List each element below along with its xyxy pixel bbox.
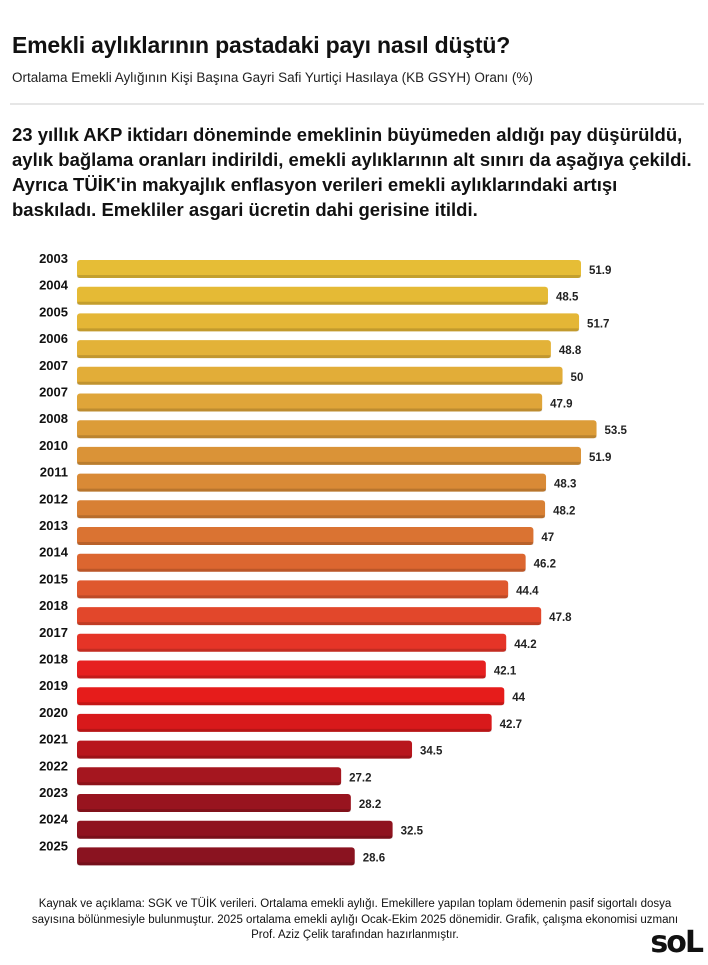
- bar-shadow: [77, 675, 486, 679]
- bar: [77, 286, 548, 305]
- bar: [77, 393, 543, 412]
- bar-shadow: [77, 595, 509, 599]
- bar-shadow: [77, 568, 526, 572]
- bar-shadow: [77, 301, 548, 305]
- source-notes: Kaynak ve açıklama: SGK ve TÜİK verileri…: [31, 898, 679, 941]
- category-label: 2014: [39, 545, 69, 560]
- bar-shadow: [77, 782, 342, 786]
- bar-shadow: [77, 328, 580, 332]
- category-label: 2021: [39, 732, 68, 747]
- category-label: 2018: [39, 598, 68, 613]
- bar-shadow: [77, 809, 351, 812]
- category-label: 2025: [39, 838, 68, 853]
- bar-shadow: [77, 461, 581, 465]
- value-label: 50: [571, 372, 584, 384]
- bar: [77, 527, 534, 545]
- bar-shadow: [77, 622, 542, 626]
- bar: [77, 313, 580, 332]
- bar-shadow: [77, 542, 534, 545]
- value-label: 48.5: [556, 292, 579, 304]
- category-label: 2007: [39, 385, 68, 400]
- value-label: 44.2: [514, 639, 536, 651]
- bar: [77, 553, 526, 572]
- bar-chart: 2003 51.9 2004 48.5 2005 51.7 2006 48.8 2007 50 20…: [39, 251, 628, 866]
- bar: [77, 820, 393, 839]
- value-label: 28.6: [363, 852, 385, 864]
- bar: [77, 260, 581, 278]
- value-label: 47.8: [549, 612, 572, 624]
- bar: [77, 446, 581, 465]
- bar: [77, 473, 547, 492]
- category-label: 2011: [40, 465, 68, 480]
- category-label: 2010: [39, 438, 68, 453]
- value-label: 48.2: [553, 505, 575, 517]
- bar: [77, 713, 492, 732]
- value-label: 51.9: [589, 265, 611, 277]
- category-label: 2024: [39, 812, 69, 827]
- value-label: 47: [541, 532, 554, 544]
- bar-shadow: [77, 275, 581, 278]
- value-label: 28.2: [359, 799, 381, 811]
- bar-shadow: [77, 728, 492, 732]
- bar-shadow: [77, 355, 551, 359]
- bar-shadow: [77, 702, 505, 706]
- bar-shadow: [77, 648, 507, 652]
- category-label: 2013: [39, 518, 68, 533]
- bar-shadow: [77, 755, 413, 759]
- chart-subtitle: Ortalama Emekli Aylığının Kişi Başına Ga…: [12, 70, 533, 85]
- bar: [77, 500, 546, 519]
- category-label: 2023: [39, 785, 68, 800]
- bar: [77, 340, 551, 359]
- value-label: 32.5: [401, 826, 424, 838]
- bar-shadow: [77, 862, 355, 866]
- bar-shadow: [77, 515, 546, 519]
- category-label: 2015: [39, 571, 68, 586]
- value-label: 46.2: [534, 559, 556, 571]
- bar: [77, 607, 542, 626]
- bar-shadow: [77, 835, 393, 839]
- value-label: 34.5: [420, 746, 443, 758]
- value-label: 51.9: [589, 452, 611, 464]
- category-label: 2006: [39, 331, 68, 346]
- category-label: 2020: [39, 705, 68, 720]
- bar: [77, 366, 563, 385]
- chart-title: Emekli aylıklarının pastadaki payı nasıl…: [12, 32, 511, 58]
- category-label: 2004: [39, 278, 69, 293]
- bar: [77, 847, 355, 866]
- bar: [77, 794, 351, 812]
- bar-shadow: [77, 488, 547, 492]
- category-label: 2012: [39, 491, 68, 506]
- bar-shadow: [77, 435, 597, 439]
- value-label: 42.7: [500, 719, 522, 731]
- value-label: 47.9: [550, 399, 572, 411]
- value-label: 51.7: [587, 318, 609, 330]
- bar: [77, 420, 597, 439]
- category-label: 2005: [39, 304, 68, 319]
- value-label: 48.8: [559, 345, 582, 357]
- category-label: 2007: [39, 358, 68, 373]
- category-label: 2019: [39, 678, 68, 693]
- category-label: 2017: [39, 625, 68, 640]
- bar: [77, 740, 413, 759]
- value-label: 44: [512, 692, 525, 704]
- divider: [10, 103, 704, 105]
- bar: [77, 660, 486, 679]
- bar-shadow: [77, 381, 563, 385]
- value-label: 42.1: [494, 666, 517, 678]
- category-label: 2003: [39, 251, 68, 266]
- bar: [77, 580, 509, 599]
- bar: [77, 687, 505, 706]
- sol-logo: soL: [650, 925, 704, 960]
- value-label: 53.5: [605, 425, 628, 437]
- value-label: 48.3: [554, 479, 576, 491]
- bar-shadow: [77, 408, 543, 412]
- category-label: 2008: [39, 411, 68, 426]
- lead-paragraph: 23 yıllık AKP iktidarı döneminde emeklin…: [12, 124, 692, 220]
- bar: [77, 767, 342, 786]
- value-label: 44.4: [516, 585, 539, 597]
- value-label: 27.2: [349, 772, 371, 784]
- category-label: 2022: [39, 758, 68, 773]
- bar: [77, 633, 507, 652]
- category-label: 2018: [39, 652, 68, 667]
